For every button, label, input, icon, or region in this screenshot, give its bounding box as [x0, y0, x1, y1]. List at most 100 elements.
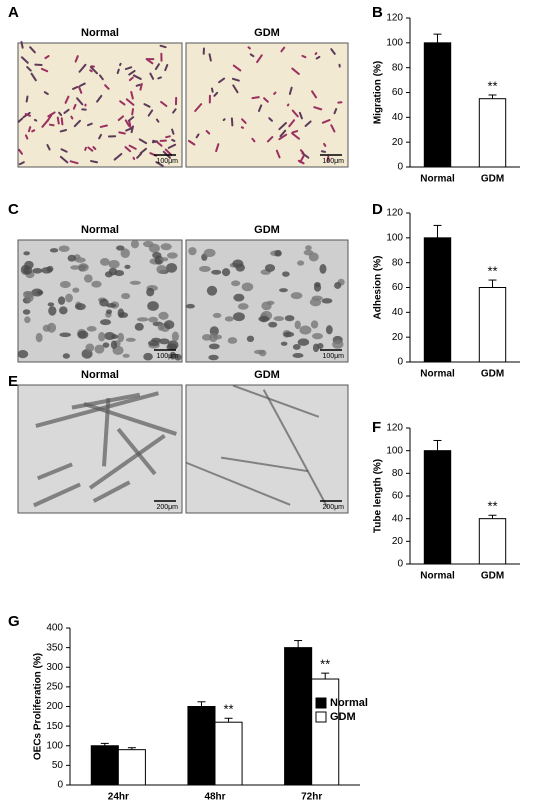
- cell: [132, 74, 142, 80]
- cell: [279, 288, 288, 293]
- cell: [98, 332, 106, 342]
- bar: [478, 518, 507, 565]
- cell: [227, 337, 238, 344]
- micrograph: [185, 42, 349, 168]
- cell: [251, 96, 260, 100]
- cell: [330, 124, 336, 133]
- cell: [117, 308, 125, 318]
- cell: [333, 108, 338, 115]
- micrograph-bg: [17, 384, 183, 514]
- cell: [43, 91, 49, 96]
- y-tick-label: 50: [52, 760, 64, 771]
- x-tick-label: 48hr: [204, 792, 225, 803]
- cell: [89, 65, 99, 75]
- cell: [105, 309, 113, 315]
- cell: [199, 265, 211, 273]
- cell: [157, 323, 164, 331]
- y-tick-label: 400: [46, 623, 63, 634]
- cell: [23, 291, 33, 296]
- cell: [319, 264, 327, 274]
- cell: [46, 114, 53, 122]
- cell: [210, 87, 214, 93]
- cell: [249, 53, 255, 58]
- cell: [157, 76, 162, 80]
- cell: [46, 144, 51, 151]
- cell: [330, 48, 336, 55]
- cell: [125, 126, 134, 132]
- significance: **: [223, 702, 233, 717]
- cell: [268, 117, 273, 122]
- cell: [292, 352, 304, 359]
- y-tick-label: 100: [46, 740, 63, 751]
- cell: [70, 115, 74, 120]
- cell: [136, 152, 143, 159]
- scale-label: 100μm: [322, 353, 344, 360]
- cell: [160, 257, 169, 262]
- micrograph: [17, 40, 183, 168]
- cell: [73, 119, 82, 128]
- cell: [24, 316, 31, 324]
- cell: [65, 293, 73, 303]
- cell: [67, 254, 76, 262]
- cell: [143, 103, 151, 108]
- y-tick-label: 250: [46, 682, 63, 693]
- cell: [284, 315, 295, 322]
- cell: [86, 122, 93, 127]
- cell: [135, 83, 141, 87]
- cell: [188, 247, 197, 256]
- cell: [100, 319, 112, 326]
- cell: [20, 56, 29, 64]
- cell: [64, 95, 70, 104]
- cell: [211, 269, 222, 275]
- cell: [83, 274, 93, 283]
- cell: [224, 316, 234, 322]
- cell: [253, 349, 265, 355]
- y-tick-label: 350: [46, 642, 63, 653]
- micrograph-bg: [185, 384, 349, 514]
- cell: [280, 46, 286, 53]
- cell: [323, 142, 327, 147]
- cell: [171, 138, 176, 142]
- cell: [94, 344, 105, 354]
- cell: [305, 245, 312, 251]
- cell: [99, 124, 108, 128]
- cell: [121, 293, 131, 300]
- x-tick-label: 72hr: [301, 792, 322, 803]
- cell: [282, 271, 290, 277]
- cell: [195, 133, 200, 139]
- cell: [59, 128, 68, 133]
- cell: [317, 342, 324, 349]
- cell: [291, 67, 300, 75]
- scale-label: 200μm: [156, 504, 178, 511]
- cell: [206, 285, 218, 296]
- cell: [147, 109, 154, 117]
- bar: [478, 287, 507, 363]
- x-tick-label: Normal: [420, 571, 455, 582]
- x-tick-label: GDM: [481, 369, 504, 380]
- cell: [78, 63, 87, 73]
- cell: [26, 66, 32, 72]
- cell: [33, 118, 38, 122]
- cell: [194, 103, 203, 112]
- bar: [187, 706, 216, 786]
- cell: [146, 287, 155, 297]
- cell: [134, 322, 144, 331]
- cell: [159, 44, 167, 49]
- tube: [92, 480, 131, 503]
- y-tick-label: 100: [386, 37, 403, 48]
- legend-label: Normal: [330, 697, 368, 709]
- cell: [139, 147, 147, 155]
- cell: [299, 154, 305, 164]
- cell: [159, 338, 170, 345]
- cell: [299, 149, 305, 154]
- tube: [220, 456, 309, 473]
- y-tick-label: 20: [392, 332, 404, 343]
- cell: [156, 264, 167, 274]
- tube: [116, 427, 157, 476]
- cell: [208, 343, 220, 350]
- cell: [251, 137, 256, 143]
- cell: [35, 332, 43, 343]
- cell: [232, 259, 244, 268]
- cell: [117, 332, 125, 343]
